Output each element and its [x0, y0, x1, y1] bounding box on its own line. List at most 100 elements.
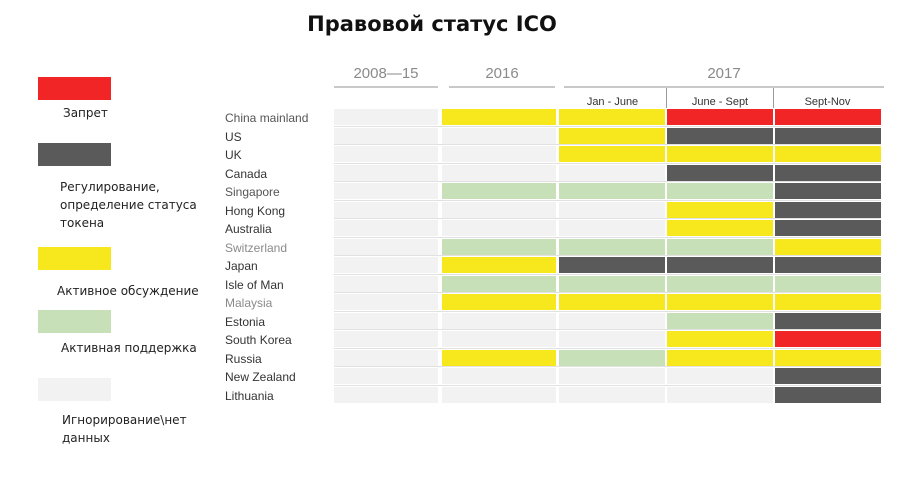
status-cell-regulation [559, 257, 665, 273]
status-cell-regulation [775, 183, 881, 199]
row-separator [334, 163, 881, 164]
period-2016-underline [449, 86, 555, 88]
legend-label-ignore: Игнорирование\нет данных [62, 411, 187, 447]
legend-label-line: Активная поддержка [61, 341, 197, 355]
country-label: Estonia [225, 315, 266, 329]
row-separator [334, 181, 881, 182]
subperiod-divider [773, 88, 774, 108]
row-separator [334, 366, 881, 367]
status-cell-discussion [559, 109, 665, 125]
status-cell-ignore [667, 368, 773, 384]
period-2017-underline [564, 86, 884, 88]
country-label: South Korea [225, 333, 292, 347]
status-cell-regulation [775, 368, 881, 384]
status-cell-discussion [775, 350, 881, 366]
status-cell-ban [775, 109, 881, 125]
status-cell-regulation [667, 165, 773, 181]
subperiod-june-sept-label: June - Sept [691, 96, 749, 108]
status-cell-ignore [442, 387, 556, 403]
status-cell-regulation [775, 202, 881, 218]
country-label: Malaysia [225, 296, 273, 310]
status-cell-discussion [667, 202, 773, 218]
status-cell-ignore [559, 368, 665, 384]
row-separator [334, 200, 881, 201]
status-cell-discussion [667, 294, 773, 310]
status-cell-support [442, 276, 556, 292]
status-cell-ignore [334, 183, 438, 199]
status-cell-ban [667, 109, 773, 125]
country-label: Isle of Man [225, 278, 284, 292]
country-label: Lithuania [225, 389, 274, 403]
status-cell-discussion [667, 220, 773, 236]
row-separator [334, 237, 881, 238]
period-2017-label: 2017 [707, 65, 741, 82]
status-cell-ignore [334, 202, 438, 218]
legend-label-regulation: Регулирование, определение статуса токена [60, 178, 197, 232]
period-2008-15-underline [334, 86, 438, 88]
status-cell-ignore [334, 276, 438, 292]
row-separator [334, 255, 881, 256]
legend-label-line: токена [60, 216, 105, 230]
status-cell-regulation [775, 313, 881, 329]
legend-label-line: Активное обсуждение [57, 284, 199, 298]
status-cell-regulation [775, 387, 881, 403]
status-cell-support [667, 183, 773, 199]
status-cell-ignore [442, 220, 556, 236]
status-cell-support [559, 276, 665, 292]
status-cell-discussion [442, 350, 556, 366]
status-cell-ignore [334, 146, 438, 162]
status-cell-discussion [775, 294, 881, 310]
status-cell-discussion [559, 146, 665, 162]
status-cell-ignore [442, 313, 556, 329]
status-cell-regulation [775, 165, 881, 181]
country-label: Hong Kong [225, 204, 286, 218]
status-cell-support [559, 239, 665, 255]
status-cell-ignore [559, 387, 665, 403]
row-separator [334, 218, 881, 219]
legend-label-line: определение статуса [60, 198, 197, 212]
row-separator [334, 329, 881, 330]
status-cell-discussion [667, 350, 773, 366]
legend-label-discussion: Активное обсуждение [57, 282, 199, 300]
subperiod-sept-nov-label: Sept-Nov [804, 96, 851, 108]
country-label: Russia [225, 352, 262, 366]
status-cell-discussion [559, 294, 665, 310]
row-separator [334, 292, 881, 293]
status-cell-support [559, 350, 665, 366]
period-2016-label: 2016 [485, 65, 519, 82]
status-cell-ignore [334, 165, 438, 181]
status-cell-support [442, 239, 556, 255]
legend-label-line: данных [62, 431, 110, 445]
status-cell-support [775, 276, 881, 292]
status-cell-ban [775, 331, 881, 347]
status-cell-discussion [442, 109, 556, 125]
status-cell-ignore [334, 331, 438, 347]
row-separator [334, 274, 881, 275]
status-cell-ignore [442, 202, 556, 218]
status-cell-discussion [775, 146, 881, 162]
country-label: Japan [225, 259, 258, 273]
status-cell-discussion [667, 331, 773, 347]
status-cell-support [442, 183, 556, 199]
country-label: UK [225, 148, 242, 162]
status-cell-ignore [559, 313, 665, 329]
status-cell-ignore [559, 331, 665, 347]
row-separator [334, 144, 881, 145]
legend-label-ban: Запрет [63, 104, 108, 122]
legend-label-line: Игнорирование\нет [62, 413, 187, 427]
chart-title: Правовой статус ICO [307, 12, 557, 36]
country-label: China mainland [225, 111, 309, 125]
status-cell-ignore [334, 220, 438, 236]
status-cell-discussion [667, 146, 773, 162]
status-cell-regulation [775, 257, 881, 273]
status-cell-ignore [334, 368, 438, 384]
status-cell-ignore [559, 202, 665, 218]
period-2008-15-label: 2008—15 [353, 65, 419, 82]
status-cell-ignore [334, 350, 438, 366]
legend-swatch-ignore [38, 378, 111, 401]
status-cell-discussion [442, 257, 556, 273]
status-cell-regulation [667, 257, 773, 273]
country-label: Australia [225, 222, 272, 236]
row-separator [334, 348, 881, 349]
row-separator [334, 385, 881, 386]
